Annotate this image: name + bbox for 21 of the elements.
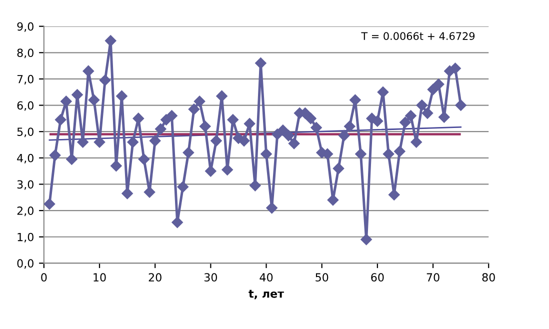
x-tick-label: 30 [204,273,218,282]
x-axis-title: t, лет [248,290,284,300]
y-tick-label: 5,0 [17,128,34,138]
y-tick-label: 6,0 [17,101,34,111]
x-tick-label: 0 [41,273,47,282]
y-tick-label: 2,0 [17,206,34,216]
x-tick-label: 40 [260,273,273,282]
x-tick-label: 80 [482,273,495,282]
y-tick-label: 0,0 [17,259,34,269]
y-tick-label: 9,0 [17,22,34,32]
y-tick-label: 1,0 [18,232,34,242]
x-tick-label: 50 [316,273,328,282]
annotation: T = 0.0066t + 4.6729 [361,32,475,40]
y-tick-label: 3,0 [17,180,34,190]
y-tick-label: 4,0 [17,154,34,164]
x-tick-label: 20 [148,273,162,282]
y-tick-label: 8,0 [17,48,34,58]
x-tick-label: 60 [371,273,384,282]
x-tick-label: 10 [94,273,106,282]
y-tick-label: 7,0 [17,74,34,84]
x-tick-label: 70 [426,273,440,282]
